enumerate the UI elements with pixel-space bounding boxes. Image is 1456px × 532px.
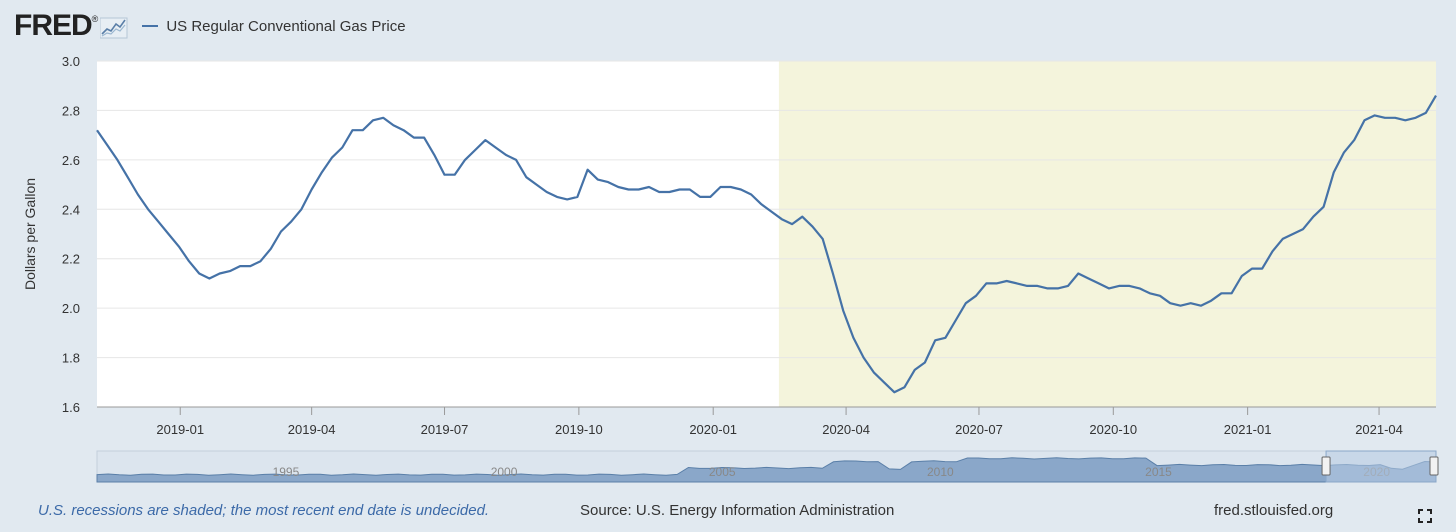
navigator-series	[96, 457, 1437, 483]
recession-note: U.S. recessions are shaded; the most rec…	[38, 502, 490, 519]
x-tick-label: 2019-04	[288, 422, 336, 437]
fred-graph-icon	[100, 17, 128, 39]
navigator-year-label: 2015	[1145, 465, 1172, 479]
navigator-year-label: 2005	[709, 465, 736, 479]
y-tick-label: 2.8	[62, 103, 80, 118]
x-tick-label: 2019-07	[421, 422, 469, 437]
y-tick-label: 2.4	[62, 202, 80, 217]
chart-header: FRED ® US Regular Conventional Gas Price	[14, 10, 406, 42]
navigator-selection[interactable]	[1325, 450, 1437, 483]
navigator-handle-right[interactable]	[1429, 456, 1439, 476]
x-tick-label: 2020-10	[1089, 422, 1137, 437]
source-text: Source: U.S. Energy Information Administ…	[580, 502, 895, 519]
y-tick-label: 1.8	[62, 351, 80, 366]
recession-shading	[778, 61, 1436, 407]
fred-logo[interactable]: FRED	[14, 9, 93, 42]
y-tick-label: 2.0	[62, 301, 80, 316]
series-line	[96, 95, 1437, 394]
x-tick-label: 2019-01	[156, 422, 204, 437]
site-link[interactable]: fred.stlouisfed.org	[1214, 502, 1334, 519]
x-tick-label: 2020-01	[689, 422, 737, 437]
navigator-year-label: 2010	[927, 465, 954, 479]
x-tick-label: 2020-07	[955, 422, 1003, 437]
registered-mark: ®	[91, 14, 99, 24]
x-tick-label: 2021-04	[1355, 422, 1403, 437]
navigator-year-label: 1995	[273, 465, 300, 479]
legend-label: US Regular Conventional Gas Price	[166, 17, 406, 35]
y-axis-title: Dollars per Gallon	[22, 178, 38, 290]
navigator-year-label: 2000	[491, 465, 518, 479]
navigator-handle-left[interactable]	[1321, 456, 1331, 476]
legend[interactable]: US Regular Conventional Gas Price	[142, 17, 406, 35]
fullscreen-icon[interactable]	[1418, 509, 1432, 523]
y-tick-label: 2.6	[62, 153, 80, 168]
x-tick-label: 2019-10	[555, 422, 603, 437]
y-tick-label: 1.6	[62, 400, 80, 415]
legend-swatch	[142, 25, 159, 27]
y-tick-label: 2.2	[62, 252, 80, 267]
x-tick-label: 2021-01	[1224, 422, 1272, 437]
x-tick-label: 2020-04	[822, 422, 870, 437]
y-tick-label: 3.0	[62, 54, 80, 69]
